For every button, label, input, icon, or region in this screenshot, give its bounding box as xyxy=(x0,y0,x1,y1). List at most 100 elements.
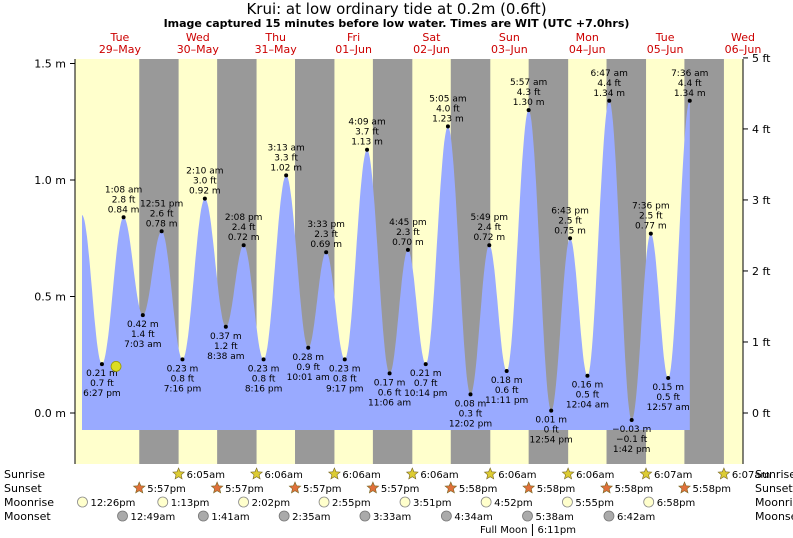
tide-label: 5:05 am xyxy=(429,94,466,104)
moonset-icon xyxy=(359,510,371,522)
full-moon-label: Full Moon xyxy=(480,525,527,536)
low-tide-point xyxy=(261,357,266,362)
sunset-row-label: Sunset xyxy=(4,482,42,495)
tide-label: 8:16 pm xyxy=(245,384,283,394)
tide-label: 5:49 pm xyxy=(471,213,509,223)
tide-label: 0.78 m xyxy=(146,219,178,229)
tide-label: 11:11 pm xyxy=(485,396,528,406)
tide-label: 0.7 ft xyxy=(414,379,438,389)
high-tide-point xyxy=(324,250,329,255)
right-tick-label: 5 ft xyxy=(752,52,771,65)
left-tick-label: 0.5 m xyxy=(34,291,66,304)
moonrise-icon xyxy=(318,496,330,508)
tide-label: 1.2 ft xyxy=(214,342,238,352)
sunset-icon xyxy=(210,481,224,494)
tide-label: 12:51 pm xyxy=(140,199,183,209)
full-moon-time: 6:11pm xyxy=(537,525,576,536)
high-tide-point xyxy=(121,215,126,220)
day-weekday: Sun xyxy=(499,31,520,44)
high-tide-point xyxy=(687,98,692,103)
high-tide-point xyxy=(365,147,370,152)
tide-label: 0 ft xyxy=(544,426,560,436)
day-weekday: Tue xyxy=(655,31,675,44)
tide-label: 0.21 m xyxy=(410,369,442,379)
tide-label: 0.92 m xyxy=(189,187,221,197)
right-tick-label: 0 ft xyxy=(752,407,771,420)
tide-label: 1:08 am xyxy=(105,185,142,195)
water-area xyxy=(82,100,690,431)
chart-title: Krui: at low ordinary tide at 0.2m (0.6f… xyxy=(246,0,546,18)
sunset-icon xyxy=(522,481,536,494)
sunrise-time: 6:06am xyxy=(342,470,380,481)
low-tide-point xyxy=(666,376,671,381)
high-tide-point xyxy=(487,243,492,248)
tide-label: 0.70 m xyxy=(392,238,424,248)
tide-label: 0.28 m xyxy=(292,353,324,363)
tide-label: 0.6 ft xyxy=(495,386,519,396)
sunset-time: 5:58pm xyxy=(615,484,654,495)
tide-label: 0.01 m xyxy=(535,416,567,426)
tide-label: 12:54 pm xyxy=(530,436,573,446)
tide-label: 0.08 m xyxy=(455,399,487,409)
tide-label: 3.0 ft xyxy=(193,177,217,187)
sunrise-icon xyxy=(717,467,731,480)
tide-label: 3:13 am xyxy=(267,143,304,153)
tide-label: 1.23 m xyxy=(432,114,464,124)
sunrise-time: 6:07am xyxy=(654,470,692,481)
tide-label: 0.17 m xyxy=(374,378,406,388)
moonset-row-label: Moonset xyxy=(4,510,51,523)
moonrise-time: 2:02pm xyxy=(252,498,291,509)
tide-label: 12:04 am xyxy=(566,401,609,411)
sunset-time: 5:57pm xyxy=(303,484,342,495)
tide-label: 2:10 am xyxy=(186,167,223,177)
low-tide-point xyxy=(342,357,347,362)
tide-label: 0.6 ft xyxy=(378,388,402,398)
high-tide-point xyxy=(159,229,164,234)
day-date: 29–May xyxy=(99,43,142,56)
sunrise-time: 6:06am xyxy=(420,470,458,481)
tide-label: 4:09 am xyxy=(348,118,385,128)
left-tick-label: 0.0 m xyxy=(34,407,66,420)
high-tide-point xyxy=(607,98,612,103)
tide-label: 2.5 ft xyxy=(558,216,582,226)
tide-label: 12:02 pm xyxy=(449,419,492,429)
high-tide-point xyxy=(526,108,531,113)
day-date: 30–May xyxy=(177,43,220,56)
tide-label: 1.13 m xyxy=(351,138,383,148)
day-date: 02–Jun xyxy=(413,43,450,56)
low-tide-point xyxy=(140,313,145,318)
tide-label: 0.16 m xyxy=(572,381,604,391)
high-tide-point xyxy=(284,173,289,178)
tide-label: 1.02 m xyxy=(270,163,302,173)
tide-labels: 0.21 m0.7 ft6:27 pm1:08 am2.8 ft0.84 m0.… xyxy=(83,69,708,455)
sunset-time: 5:58pm xyxy=(537,484,576,495)
tide-label: 0.15 m xyxy=(652,383,684,393)
moonset-time: 1:41am xyxy=(211,512,249,523)
right-tick-label: 4 ft xyxy=(752,123,771,136)
sunset-time: 5:58pm xyxy=(692,484,731,495)
tide-label: 3.7 ft xyxy=(355,128,379,138)
tide-label: 4:45 pm xyxy=(389,218,427,228)
sunset-icon xyxy=(444,481,458,494)
tide-label: 0.84 m xyxy=(108,205,140,215)
left-tick-label: 1.5 m xyxy=(34,58,66,71)
sunset-icon xyxy=(600,481,614,494)
low-tide-point xyxy=(387,371,392,376)
tide-label: 0.42 m xyxy=(127,320,159,330)
sunset-icon xyxy=(678,481,691,494)
moonrise-icon xyxy=(157,496,169,508)
tide-label: 4.4 ft xyxy=(597,79,621,89)
sunrise-time: 6:06am xyxy=(265,470,303,481)
low-tide-point xyxy=(223,324,228,329)
tide-label: 2.8 ft xyxy=(112,195,136,205)
day-date: 03–Jun xyxy=(491,43,528,56)
moonset-icon xyxy=(603,510,615,522)
low-tide-point xyxy=(306,345,311,350)
tide-label: 12:57 am xyxy=(647,403,690,413)
tide-label: 2.3 ft xyxy=(314,230,338,240)
tide-label: 0.9 ft xyxy=(296,363,320,373)
day-date: 06–Jun xyxy=(725,43,762,56)
high-tide-point xyxy=(568,236,573,241)
tide-label: 10:01 am xyxy=(287,373,330,383)
